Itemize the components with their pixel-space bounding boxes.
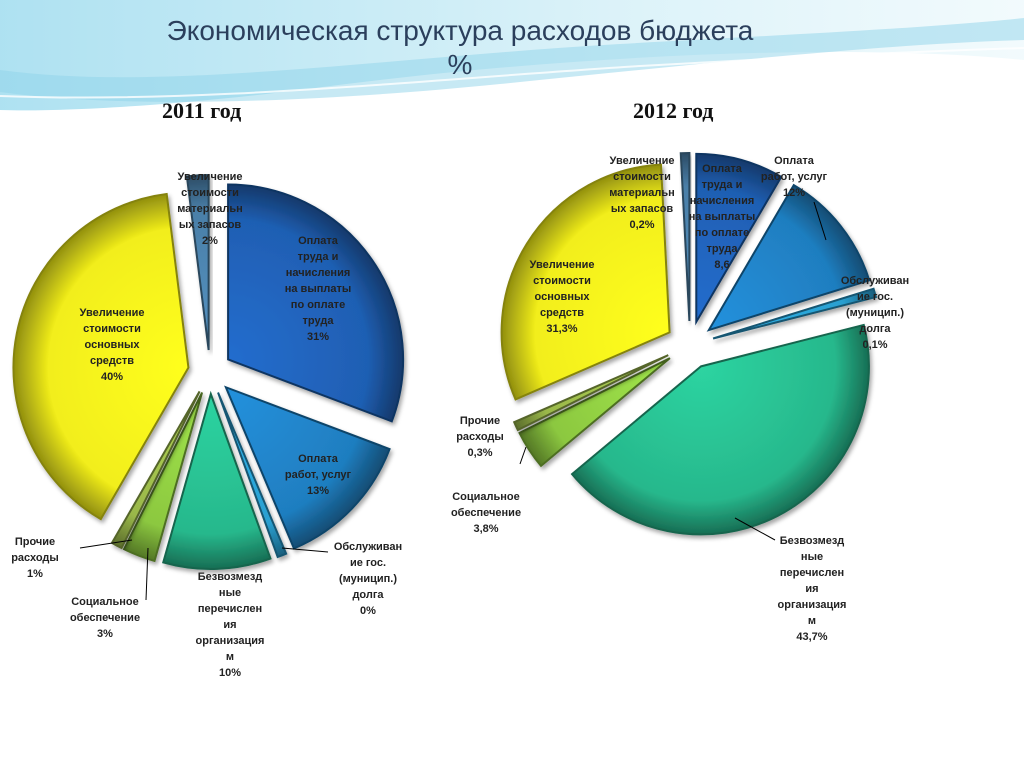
pie-slice-2011-4 bbox=[122, 392, 204, 563]
pie-slice-2012-6 bbox=[500, 163, 671, 401]
slice-label-2011-2: Обслуживан ие гос. (муницип.) долга 0% bbox=[334, 541, 402, 617]
chart-title-2012: 2012 год bbox=[633, 98, 714, 123]
pie-slice-2012-4 bbox=[518, 357, 671, 468]
slice-label-2011-0: Оплата труда и начисления на выплаты по опла… bbox=[285, 235, 352, 343]
slice-label-2012-2: Обслуживан ие гос. (муницип.) долга 0,1% bbox=[841, 275, 909, 351]
pie-slice-2011-3 bbox=[162, 390, 272, 570]
slice-label-2011-6: Увеличение стоимости основных средств 40% bbox=[80, 307, 145, 383]
slice-label-2011-7: Увеличение стоимости материальн ых запасов 2… bbox=[177, 171, 243, 247]
chart-title-2011: 2011 год bbox=[162, 98, 242, 123]
slice-label-2012-5: Прочие расходы 0,3% bbox=[456, 415, 504, 459]
slice-label-2012-3: Безвозмезд ные перечислен ия организация м 43,… bbox=[778, 535, 847, 643]
slice-label-2012-6: Увеличение стоимости основных средств 31,3% bbox=[530, 259, 595, 335]
pie-slice-2012-7 bbox=[679, 152, 691, 322]
slice-label-2011-5: Прочие расходы 1% bbox=[11, 536, 59, 580]
slice-label-2012-7: Увеличение стоимости материальн ых запасов 0… bbox=[609, 155, 675, 231]
pie-slice-2011-1 bbox=[224, 385, 391, 550]
leader-line bbox=[79, 539, 133, 549]
pie-slice-2011-2 bbox=[217, 392, 288, 559]
pie-slice-2012-2 bbox=[712, 287, 878, 340]
pie-slice-2011-7 bbox=[185, 174, 210, 351]
pie-slice-2012-3 bbox=[570, 323, 870, 536]
pie-slice-2011-6 bbox=[12, 192, 190, 521]
slice-label-2012-4: Социальное обеспечение 3,8% bbox=[451, 491, 521, 535]
leader-line bbox=[281, 547, 329, 553]
title-text: Экономическая структура расходов бюджета bbox=[166, 15, 754, 46]
page-title: Экономическая структура расходов бюджета… bbox=[120, 14, 800, 82]
pie-slice-2012-1 bbox=[706, 183, 871, 332]
pie-chart-2012: Оплата труда и начисления на выплаты по опла… bbox=[451, 152, 909, 643]
leader-line bbox=[734, 517, 776, 541]
slice-label-2012-1: Оплата работ, услуг 12% bbox=[761, 155, 828, 199]
leader-line bbox=[145, 547, 149, 601]
title-unit: % bbox=[447, 49, 473, 80]
pie-slice-2012-5 bbox=[512, 354, 669, 432]
slice-label-2012-0: Оплата труда и начисления на выплаты по опла… bbox=[689, 163, 756, 271]
pie-slice-2012-0 bbox=[695, 152, 783, 326]
slice-label-2011-3: Безвозмезд ные перечислен ия организация м 10% bbox=[196, 571, 265, 679]
pie-slice-2011-0 bbox=[227, 183, 405, 423]
pie-chart-2011: Оплата труда и начисления на выплаты по опла… bbox=[11, 171, 405, 679]
leader-line bbox=[813, 201, 827, 241]
slice-label-2011-1: Оплата работ, услуг 13% bbox=[285, 453, 352, 497]
slice-label-2011-4: Социальное обеспечение 3% bbox=[70, 596, 140, 640]
leader-line bbox=[519, 446, 527, 465]
